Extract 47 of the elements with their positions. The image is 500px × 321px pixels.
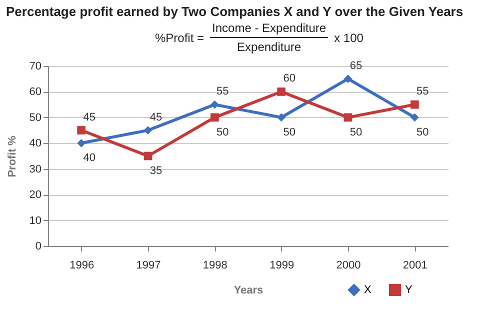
x-tick-label: 2000 [336, 260, 361, 272]
data-label: 50 [283, 126, 296, 138]
legend-label: X [364, 284, 372, 296]
text: Expenditure [237, 39, 302, 54]
chart-title: Percentage profit earned by Two Companies X and Y over the Given Years [5, 3, 464, 19]
point [210, 113, 219, 122]
point [344, 113, 352, 122]
x-tick-label: 1999 [270, 260, 294, 272]
y-tick-label: 0 [35, 240, 42, 252]
x-tick-label: 1996 [70, 260, 94, 272]
data-label: 55 [416, 86, 429, 98]
x-tick-label: 2001 [402, 260, 428, 272]
text: x 100 [334, 30, 364, 44]
y-axis-title: Profit % [6, 136, 18, 178]
x-tick-label: 1997 [136, 260, 161, 272]
y-tick-label: 30 [29, 163, 42, 176]
point [144, 152, 152, 160]
point [344, 74, 352, 84]
data-label: 65 [350, 60, 362, 72]
text: %Profit = [155, 30, 204, 44]
data-label: 50 [216, 126, 229, 138]
data-label: 50 [350, 126, 362, 138]
y-tick-label: 10 [29, 214, 42, 227]
y-tick-label: 70 [29, 60, 42, 72]
point [77, 126, 86, 134]
data-label: 50 [416, 126, 429, 138]
data-label: 45 [83, 111, 96, 124]
y-tick-label: 60 [29, 86, 42, 98]
data-label: 40 [83, 152, 96, 164]
data-label: 55 [216, 86, 229, 98]
point [144, 126, 152, 134]
point [277, 88, 286, 96]
x-tick-label: 1998 [202, 260, 228, 272]
data-label: 45 [150, 111, 162, 124]
point [410, 100, 419, 109]
x-axis-title: Years [234, 284, 264, 296]
y-tick-label: 40 [29, 138, 42, 150]
data-label: 60 [283, 72, 296, 85]
data-label: 35 [150, 165, 162, 177]
y-tick-label: 50 [29, 112, 42, 124]
y-tick-label: 20 [29, 189, 42, 202]
point [210, 100, 219, 109]
point [410, 113, 419, 122]
legend-label: Y [405, 284, 413, 296]
point [277, 113, 286, 122]
text: Income - Expenditure [210, 21, 328, 38]
point [77, 138, 86, 148]
